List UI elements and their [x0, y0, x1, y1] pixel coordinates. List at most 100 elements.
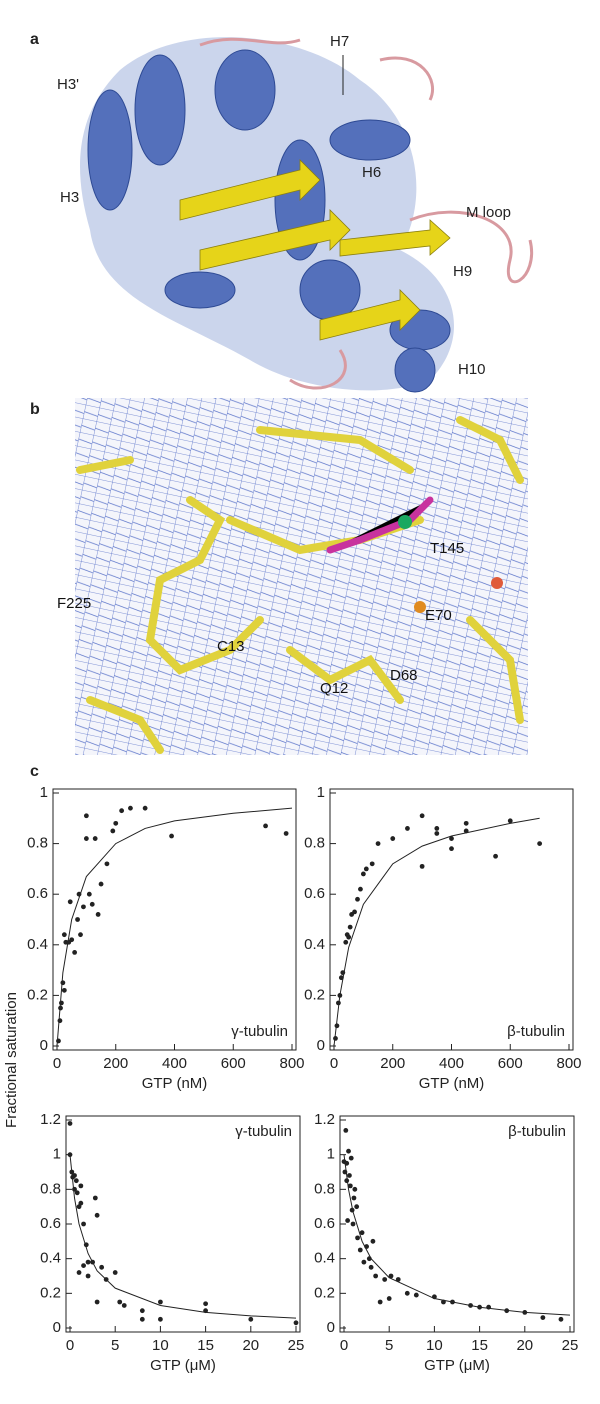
series-label: γ-tubulin	[235, 1123, 292, 1140]
x-axis-label: GTP (μM)	[424, 1357, 490, 1374]
data-point	[128, 805, 133, 811]
data-point	[67, 1152, 73, 1158]
data-point	[468, 1303, 473, 1308]
data-point	[463, 820, 469, 826]
data-point	[334, 1023, 340, 1029]
x-tick-label: 400	[439, 1055, 464, 1072]
data-point	[388, 1273, 394, 1279]
data-point	[432, 1294, 437, 1300]
data-point	[112, 1270, 118, 1275]
plot-frame	[339, 1115, 575, 1333]
data-point	[364, 1244, 369, 1249]
data-point	[359, 1230, 365, 1236]
data-point	[283, 831, 289, 836]
helix-label: H9	[453, 263, 472, 280]
fit-curve	[333, 817, 540, 1047]
data-point	[355, 896, 360, 902]
data-point	[336, 1000, 341, 1006]
data-point	[263, 823, 268, 829]
data-point	[354, 1204, 360, 1210]
data-point	[169, 833, 174, 839]
data-point	[95, 912, 101, 917]
y-tick-label: 0	[317, 1037, 325, 1054]
data-point	[57, 1018, 63, 1024]
data-point	[69, 1169, 75, 1175]
y-tick-label: 0.6	[314, 1215, 335, 1232]
fit-curve	[56, 807, 293, 1047]
fit-curve	[69, 1154, 297, 1319]
x-tick-label: 5	[111, 1337, 119, 1354]
y-tick-label: 0.6	[304, 885, 325, 902]
y-tick-label: 0.4	[314, 1250, 335, 1267]
data-point	[558, 1316, 564, 1322]
data-point	[139, 1316, 145, 1322]
x-tick-label: 800	[556, 1055, 581, 1072]
data-point	[104, 861, 110, 867]
data-point	[342, 1169, 348, 1175]
y-tick-label: 0.8	[27, 835, 48, 852]
helix-label: H6	[362, 164, 381, 181]
data-point	[540, 1315, 546, 1320]
data-point	[85, 1259, 91, 1265]
y-tick-label: 0.4	[304, 936, 325, 953]
data-point	[81, 904, 86, 910]
plot-frame	[65, 1115, 301, 1333]
residue-label: F225	[57, 595, 91, 612]
data-point	[99, 1264, 105, 1270]
fit-curve	[343, 1154, 571, 1316]
data-point	[368, 1264, 374, 1270]
data-point	[382, 1277, 388, 1282]
data-point	[373, 1273, 379, 1279]
y-tick-label: 0.4	[27, 936, 48, 953]
data-point	[347, 1183, 353, 1189]
y-tick-label: 1.2	[314, 1111, 335, 1128]
data-point	[522, 1310, 528, 1315]
x-axis-label: GTP (μM)	[150, 1357, 216, 1374]
data-point	[340, 970, 346, 976]
x-tick-label: 20	[242, 1337, 259, 1354]
residue-label: T145	[430, 540, 464, 557]
data-point	[61, 932, 67, 938]
data-point	[92, 1195, 98, 1201]
x-axis-label: GTP (nM)	[419, 1075, 485, 1092]
x-tick-label: 0	[330, 1055, 338, 1072]
y-tick-label: 0	[327, 1319, 335, 1336]
x-tick-label: 200	[103, 1055, 128, 1072]
data-point	[139, 1308, 145, 1314]
helix-label: H7	[330, 33, 349, 50]
data-point	[72, 949, 78, 955]
data-point	[351, 1195, 357, 1201]
data-point	[61, 987, 67, 993]
data-point	[477, 1304, 482, 1310]
y-tick-label: 1.2	[40, 1111, 61, 1128]
data-point	[346, 934, 352, 940]
data-point	[76, 1270, 82, 1275]
data-point	[78, 932, 83, 938]
plot-frame	[329, 788, 574, 1051]
data-point	[486, 1304, 492, 1310]
data-point	[369, 861, 375, 867]
series-label: β-tubulin	[508, 1123, 566, 1140]
data-point	[72, 1173, 77, 1178]
data-point	[89, 901, 95, 907]
data-point	[73, 1178, 79, 1184]
data-point	[113, 820, 119, 826]
data-point	[72, 1186, 77, 1192]
data-point	[434, 831, 440, 836]
data-point	[507, 818, 513, 824]
data-point	[537, 841, 543, 846]
data-point	[158, 1316, 163, 1322]
x-tick-label: 20	[516, 1337, 533, 1354]
x-tick-label: 600	[498, 1055, 523, 1072]
data-point	[58, 1005, 63, 1011]
data-point	[76, 891, 82, 897]
y-axis-label: Fractional saturation	[3, 992, 20, 1128]
data-point	[203, 1308, 209, 1314]
data-point	[404, 1290, 410, 1296]
y-tick-label: 1	[53, 1146, 61, 1163]
y-tick-label: 0.6	[27, 885, 48, 902]
data-point	[357, 1247, 363, 1253]
data-point	[83, 836, 89, 841]
data-point	[110, 828, 116, 834]
data-point	[419, 813, 425, 819]
